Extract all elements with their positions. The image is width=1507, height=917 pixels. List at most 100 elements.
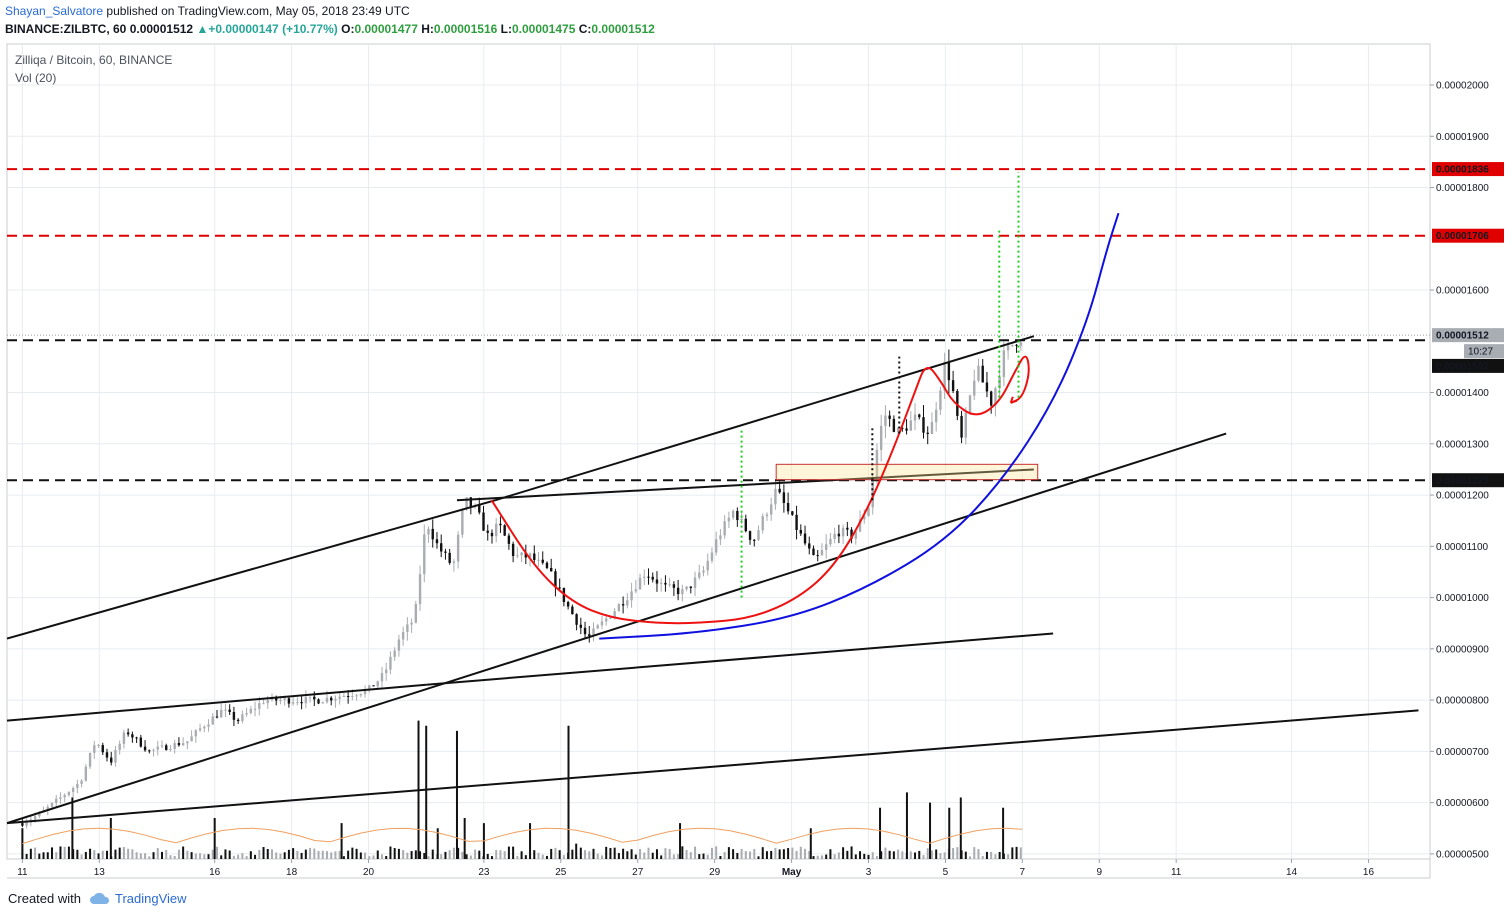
x-tick-label: May bbox=[782, 867, 802, 878]
candles bbox=[21, 339, 1022, 829]
plot-area[interactable] bbox=[6, 43, 1431, 860]
candle bbox=[795, 514, 798, 530]
candle bbox=[355, 695, 358, 697]
candle bbox=[740, 518, 743, 521]
candle bbox=[456, 534, 460, 562]
price-axis[interactable]: 0.00002000 0.00001900 0.00001800 0.00001600… bbox=[1430, 81, 1504, 861]
candle bbox=[101, 745, 104, 753]
candle bbox=[808, 543, 811, 549]
countdown-label: 10:27 bbox=[1468, 347, 1493, 358]
volume-bar bbox=[600, 855, 603, 859]
volume-bar bbox=[533, 850, 536, 859]
candle bbox=[207, 724, 210, 727]
y-tick-label: 0.00001200 bbox=[1436, 491, 1489, 502]
volume-bar bbox=[812, 856, 815, 859]
volume-bar bbox=[787, 848, 790, 859]
volume-bar bbox=[774, 847, 777, 859]
candle bbox=[93, 745, 96, 753]
volume-bar bbox=[677, 854, 680, 859]
volume-spike bbox=[340, 823, 343, 859]
volume-bar bbox=[232, 855, 235, 859]
volume-bar bbox=[507, 846, 510, 859]
candle bbox=[871, 478, 874, 508]
volume-bar bbox=[84, 851, 87, 859]
volume-bar bbox=[808, 851, 811, 859]
volume-bar bbox=[283, 852, 286, 859]
volume-bar bbox=[135, 852, 138, 859]
candle bbox=[524, 552, 528, 558]
candle bbox=[638, 577, 642, 590]
volume-bar bbox=[249, 851, 252, 859]
volume-bar bbox=[144, 853, 147, 859]
candle bbox=[380, 673, 384, 682]
volume-bar bbox=[211, 849, 214, 859]
candle bbox=[503, 525, 506, 536]
candle bbox=[351, 696, 354, 698]
volume-bar bbox=[287, 849, 290, 859]
author-link[interactable]: Shayan_Salvatore bbox=[5, 4, 104, 18]
candle bbox=[423, 534, 426, 575]
candle bbox=[139, 737, 143, 747]
y-tick-label: 0.00001300 bbox=[1436, 439, 1489, 450]
candle bbox=[465, 497, 468, 510]
candle bbox=[393, 650, 396, 657]
trendline bbox=[456, 468, 1034, 502]
volume-bar bbox=[685, 849, 688, 859]
price-chart[interactable]: 0.00002000 0.00001900 0.00001800 0.00001600… bbox=[0, 0, 1507, 885]
volume-bar bbox=[380, 854, 383, 859]
volume-bar bbox=[186, 850, 189, 859]
candle bbox=[994, 388, 997, 406]
candle bbox=[143, 746, 147, 751]
volume-bar bbox=[672, 854, 675, 859]
volume-bar bbox=[55, 852, 58, 859]
candle bbox=[71, 788, 75, 792]
candle bbox=[338, 696, 341, 699]
ohlc-line: BINANCE:ZILBTC, 60 0.00001512 ▲+0.000001… bbox=[5, 22, 655, 36]
candle bbox=[799, 529, 803, 534]
candle bbox=[973, 380, 976, 396]
candle bbox=[490, 532, 494, 537]
candle bbox=[88, 752, 92, 767]
volume-bar bbox=[761, 847, 764, 859]
volume-bar bbox=[457, 847, 460, 859]
candle bbox=[495, 523, 498, 537]
y-tick-label: 0.00001400 bbox=[1436, 388, 1489, 399]
candle bbox=[714, 539, 718, 553]
volume-bar bbox=[258, 849, 261, 859]
candle bbox=[401, 632, 405, 640]
volume-bar bbox=[474, 849, 477, 859]
symbol-legend: Zilliqa / Bitcoin, 60, BINANCE bbox=[15, 53, 172, 67]
volume-bar bbox=[410, 851, 413, 859]
volume-bar bbox=[67, 846, 70, 859]
volume-bar bbox=[304, 849, 307, 859]
volume-spike bbox=[529, 823, 532, 859]
tradingview-link[interactable]: TradingView bbox=[114, 891, 187, 906]
time-axis[interactable]: 11 13 16 18 20 23 25 27 29 May 3 5 7 9 11 14 16 bbox=[17, 859, 1374, 878]
volume-spike bbox=[948, 807, 951, 859]
candle bbox=[245, 713, 248, 715]
candle bbox=[685, 586, 688, 590]
candle bbox=[583, 627, 587, 635]
volume-bar bbox=[156, 848, 159, 859]
volume-ma-line bbox=[22, 827, 1023, 845]
candle bbox=[232, 711, 236, 720]
volume-bar bbox=[385, 856, 388, 859]
volume-bar bbox=[596, 853, 599, 859]
y-tick-label: 0.00000800 bbox=[1436, 696, 1489, 707]
volume-bars bbox=[21, 720, 1023, 859]
volume-bar bbox=[228, 850, 231, 859]
volume-bar bbox=[617, 853, 620, 859]
volume-bar bbox=[101, 850, 104, 859]
candle bbox=[905, 428, 908, 431]
volume-bar bbox=[952, 848, 955, 859]
candle bbox=[46, 806, 49, 811]
volume-bar bbox=[723, 852, 726, 859]
x-tick-label: 25 bbox=[555, 867, 567, 878]
volume-bar bbox=[512, 846, 515, 859]
volume-bar bbox=[664, 848, 667, 859]
volume-bar bbox=[715, 846, 718, 859]
volume-bar bbox=[177, 849, 180, 859]
candle bbox=[533, 553, 536, 560]
candle bbox=[791, 511, 794, 515]
volume-bar bbox=[38, 853, 41, 859]
